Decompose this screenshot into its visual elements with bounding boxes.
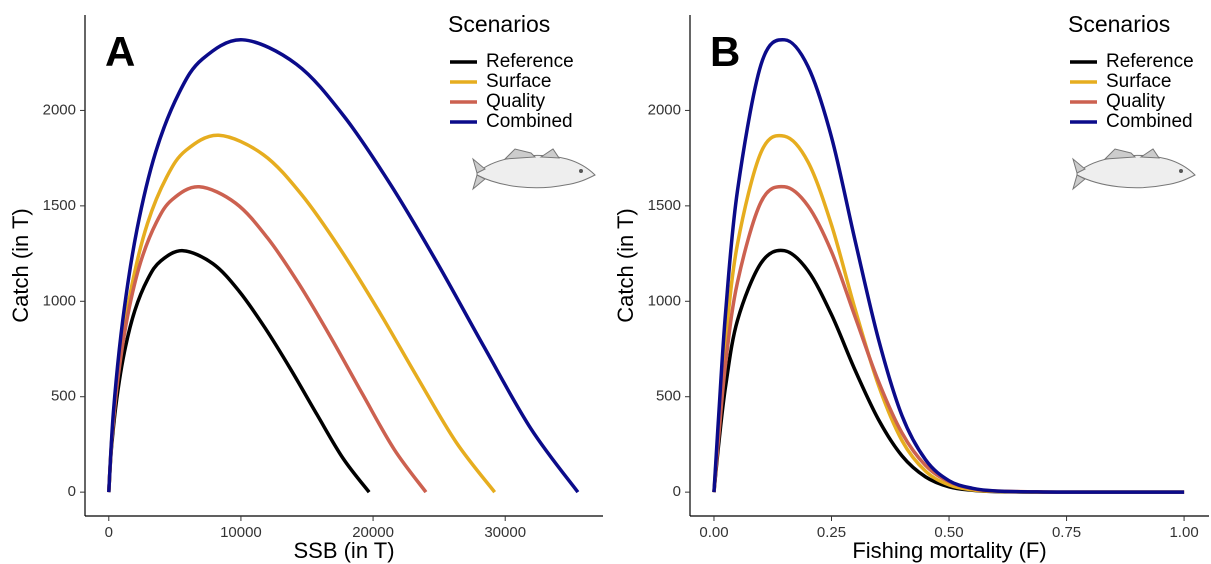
line-series <box>107 248 371 494</box>
y-tick-label: 500 <box>656 388 681 405</box>
y-tick-label: 2000 <box>43 101 76 118</box>
y-tick-label: 1500 <box>43 197 76 214</box>
y-tick-label: 0 <box>68 483 76 500</box>
legend-label: Combined <box>486 111 573 132</box>
y-tick-label: 2000 <box>648 101 681 118</box>
legend-label: Surface <box>486 71 551 92</box>
x-tick-label: 0.75 <box>1052 524 1081 541</box>
y-axis-title: Catch (in T) <box>8 208 33 323</box>
line-series <box>712 133 1185 494</box>
line-series <box>712 184 1185 494</box>
x-tick-label: 0 <box>105 524 113 541</box>
x-tick-label: 1.00 <box>1169 524 1198 541</box>
x-tick-label: 10000 <box>220 524 262 541</box>
y-tick-label: 1000 <box>43 292 76 309</box>
x-tick-label: 30000 <box>484 524 526 541</box>
x-axis-title: SSB (in T) <box>293 538 394 563</box>
fish-icon <box>1072 148 1196 191</box>
legend-label: Combined <box>1106 111 1193 132</box>
legend-label: Quality <box>486 91 546 112</box>
y-tick-label: 1000 <box>648 292 681 309</box>
legend-label: Quality <box>1106 91 1166 112</box>
y-tick-label: 1500 <box>648 197 681 214</box>
line-series <box>107 38 580 494</box>
x-tick-label: 0.50 <box>934 524 963 541</box>
y-axis-title: Catch (in T) <box>613 208 638 323</box>
legend-title: Scenarios <box>448 11 550 37</box>
y-tick-label: 0 <box>673 483 681 500</box>
x-axis-title: Fishing mortality (F) <box>852 538 1046 563</box>
legend-title: Scenarios <box>1068 11 1170 37</box>
line-series <box>712 38 1185 494</box>
legend-label: Surface <box>1106 71 1171 92</box>
panel-label: B <box>710 28 740 75</box>
fish-icon <box>472 148 596 191</box>
line-series <box>107 133 497 494</box>
panel-label: A <box>105 28 135 75</box>
legend-label: Reference <box>1106 51 1194 72</box>
x-tick-label: 0.25 <box>817 524 846 541</box>
x-tick-label: 20000 <box>352 524 394 541</box>
line-series <box>712 248 1185 494</box>
legend-label: Reference <box>486 51 574 72</box>
y-tick-label: 500 <box>51 388 76 405</box>
x-tick-label: 0.00 <box>699 524 728 541</box>
line-series <box>107 185 428 494</box>
